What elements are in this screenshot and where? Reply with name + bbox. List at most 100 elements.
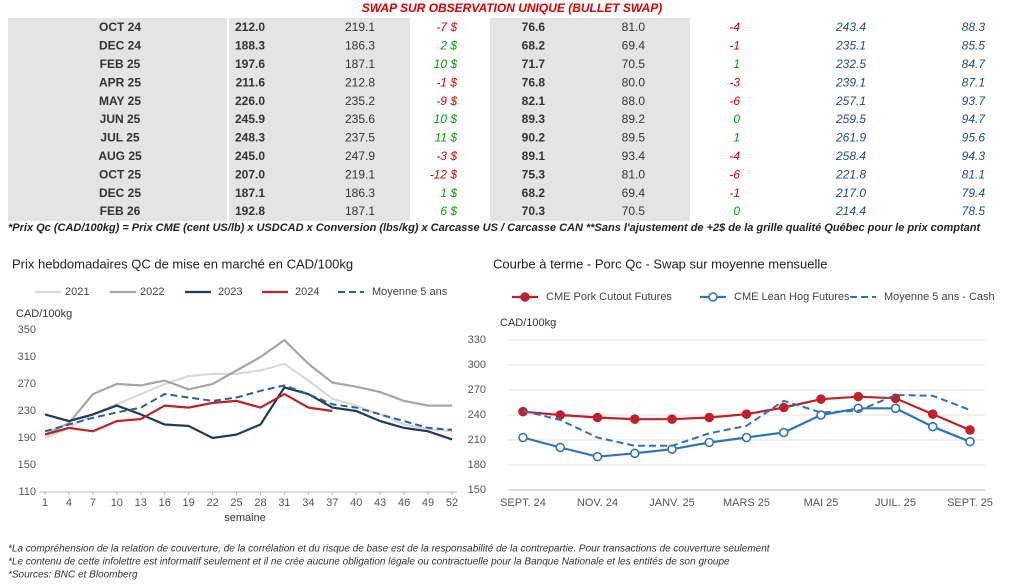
table-cell: 188.3 (235, 39, 265, 53)
legend-label: 2024 (295, 286, 319, 298)
table-cell: 1 (733, 131, 740, 145)
table-cell: 75.3 (522, 167, 546, 181)
table-cell: 93.7 (962, 94, 987, 108)
point (629, 414, 640, 424)
table-cell: 2 $ (439, 39, 457, 53)
point (629, 448, 640, 459)
table-cell: 78.5 (962, 204, 986, 218)
y-tick-label: 240 (468, 409, 486, 421)
table-cell: 219.1 (345, 167, 375, 181)
table-cell: FEB 26 (100, 204, 141, 218)
table-cell: 235.6 (345, 112, 375, 126)
table-cell: 89.3 (522, 112, 546, 126)
table-cell: 76.6 (522, 20, 546, 34)
legend-label: Moyenne 5 ans - Cash (884, 291, 995, 303)
series-line (44, 392, 333, 436)
x-tick-label: SEPT. 24 (500, 497, 546, 509)
table-cell: 239.1 (835, 75, 866, 89)
table-cell: 221.8 (835, 167, 866, 181)
table-cell: 0 (733, 112, 740, 126)
x-tick-label: 16 (159, 497, 171, 509)
table-cell: 187.1 (235, 186, 265, 200)
y-axis-label: CAD/100kg (500, 317, 556, 329)
table-cell: 79.4 (962, 186, 986, 200)
table-cell: APR 25 (99, 75, 141, 89)
table-cell: 214.4 (835, 204, 866, 218)
y-tick-label: 330 (468, 334, 486, 346)
table-cell: 76.8 (522, 75, 546, 89)
x-tick-label: 46 (398, 497, 410, 509)
point (778, 402, 789, 413)
x-tick-label: 28 (254, 497, 266, 509)
table-cell: 95.6 (962, 131, 986, 145)
x-tick-label: NOV. 24 (577, 497, 618, 509)
x-tick-label: JANV. 25 (649, 497, 694, 509)
table-cell: 187.1 (345, 57, 375, 71)
table-cell: 89.2 (622, 112, 646, 126)
table-cell: 212.8 (345, 75, 375, 89)
table-cell: -1 (729, 39, 740, 53)
y-tick-label: 190 (18, 432, 36, 444)
table-cell: 94.3 (962, 149, 986, 163)
y-tick-label: 270 (18, 378, 36, 390)
x-tick-label: JUIL. 25 (875, 497, 916, 509)
table-cell: 187.1 (345, 204, 375, 218)
x-axis-label: semaine (224, 512, 266, 524)
table-cell: 70.5 (622, 57, 646, 71)
y-tick-label: 270 (468, 384, 486, 396)
table-cell: -1 (729, 186, 740, 200)
table-cell: 81.1 (962, 167, 985, 181)
x-tick-label: 40 (350, 497, 362, 509)
point (816, 410, 826, 420)
table-cell: 81.0 (622, 167, 646, 181)
table-cell: 69.4 (622, 186, 646, 200)
table-shade (490, 18, 690, 221)
point (704, 437, 715, 448)
chart-title: Courbe à terme - Porc Qc - Swap sur moye… (493, 256, 828, 271)
y-tick-label: 210 (468, 434, 486, 446)
table-cell: -7 $ (436, 20, 457, 34)
point (816, 394, 826, 404)
table-cell: 87.1 (962, 75, 985, 89)
table-cell: 257.1 (835, 94, 866, 108)
point (965, 425, 975, 435)
table-cell: 207.0 (235, 167, 265, 181)
legend-marker (520, 292, 530, 302)
table-cell: 88.0 (622, 94, 646, 108)
x-tick-label: 7 (90, 497, 96, 509)
point (853, 391, 864, 402)
table-cell: AUG 25 (98, 149, 142, 163)
point (927, 421, 938, 432)
table-cell: 89.5 (622, 131, 646, 145)
y-tick-label: 300 (468, 359, 486, 371)
series-line (44, 386, 453, 441)
legend-label: 2023 (218, 286, 242, 298)
table-cell: 258.4 (835, 149, 866, 163)
table-cell: 85.5 (962, 39, 986, 53)
point (741, 409, 752, 419)
legend-label: Moyenne 5 ans (372, 286, 448, 298)
table-cell: 212.0 (235, 20, 265, 34)
table-cell: 245.0 (235, 149, 265, 163)
chart-title: Prix hebdomadaires QC de mise en marché … (12, 256, 353, 271)
point (778, 427, 789, 438)
table-cell: 90.2 (522, 131, 546, 145)
table-cell: 70.5 (622, 204, 646, 218)
legend-marker (708, 292, 718, 302)
table-cell: 261.9 (835, 131, 866, 145)
table-cell: 211.6 (236, 75, 266, 89)
y-tick-label: 150 (468, 484, 486, 496)
table-cell: MAY 25 (99, 94, 141, 108)
x-tick-label: 1 (42, 497, 48, 509)
table-cell: 235.1 (835, 39, 866, 53)
table-cell: -4 (729, 149, 740, 163)
table-cell: 237.5 (345, 131, 375, 145)
x-tick-label: 10 (111, 497, 123, 509)
table-cell: DEC 24 (99, 39, 141, 53)
x-tick-label: 25 (230, 497, 242, 509)
x-tick-label: 52 (446, 497, 458, 509)
point (741, 432, 752, 443)
table-cell: -4 (729, 20, 740, 34)
